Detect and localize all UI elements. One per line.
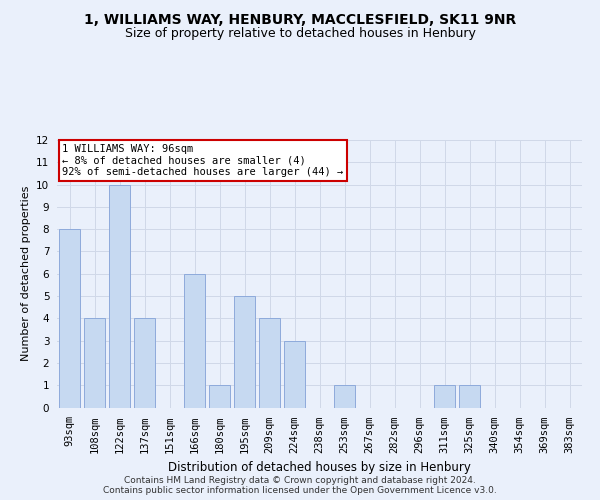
Bar [284, 340, 305, 407]
Y-axis label: Number of detached properties: Number of detached properties [20, 186, 31, 362]
Bar [84, 318, 105, 408]
Text: Size of property relative to detached houses in Henbury: Size of property relative to detached ho… [125, 28, 475, 40]
Bar [209, 385, 230, 407]
Text: 1, WILLIAMS WAY, HENBURY, MACCLESFIELD, SK11 9NR: 1, WILLIAMS WAY, HENBURY, MACCLESFIELD, … [84, 12, 516, 26]
X-axis label: Distribution of detached houses by size in Henbury: Distribution of detached houses by size … [168, 461, 471, 474]
Text: Contains HM Land Registry data © Crown copyright and database right 2024.
Contai: Contains HM Land Registry data © Crown c… [103, 476, 497, 495]
Text: 1 WILLIAMS WAY: 96sqm
← 8% of detached houses are smaller (4)
92% of semi-detach: 1 WILLIAMS WAY: 96sqm ← 8% of detached h… [62, 144, 343, 177]
Bar [109, 184, 130, 408]
Bar [184, 274, 205, 407]
Bar [459, 385, 480, 407]
Bar [334, 385, 355, 407]
Bar [434, 385, 455, 407]
Bar [134, 318, 155, 408]
Bar [234, 296, 255, 408]
Bar [59, 229, 80, 408]
Bar [259, 318, 280, 408]
